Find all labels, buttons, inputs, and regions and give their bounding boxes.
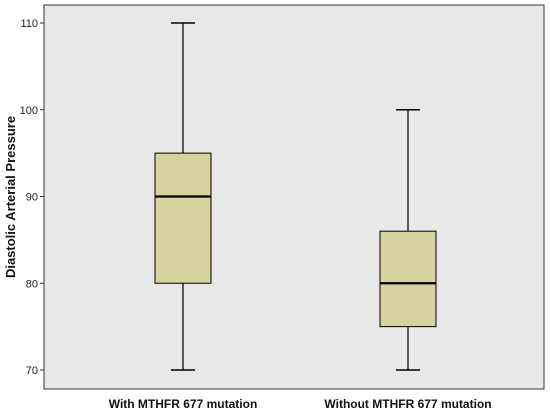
box-group — [379, 109, 437, 371]
y-axis-title: Diastolic Arterial Pressure — [3, 116, 18, 278]
y-tick-label: 110 — [20, 18, 38, 30]
y-tick-label: 70 — [26, 365, 38, 377]
y-axis: 70 80 90 100 110 — [20, 18, 44, 377]
plot-area — [43, 4, 545, 390]
iqr-box — [379, 230, 437, 328]
x-category-label: With MTHFR 677 mutation — [109, 397, 258, 411]
iqr-box — [154, 152, 212, 284]
boxes-layer — [154, 22, 437, 371]
x-category-label: Without MTHFR 677 mutation — [324, 397, 491, 411]
y-tick-label: 80 — [26, 278, 38, 290]
y-tick-label: 90 — [26, 192, 38, 204]
x-axis-labels: With MTHFR 677 mutation Without MTHFR 677… — [109, 397, 492, 411]
box-group — [154, 22, 212, 371]
y-tick-label: 100 — [20, 105, 38, 117]
